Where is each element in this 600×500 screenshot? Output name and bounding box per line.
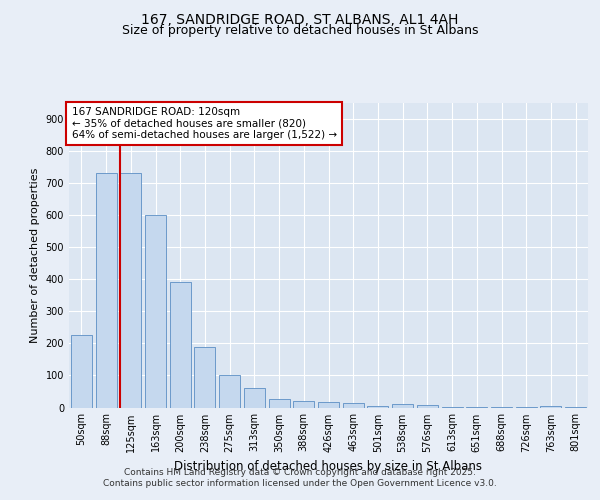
Bar <box>244 388 265 407</box>
Text: Size of property relative to detached houses in St Albans: Size of property relative to detached ho… <box>122 24 478 37</box>
Text: Contains HM Land Registry data © Crown copyright and database right 2025.
Contai: Contains HM Land Registry data © Crown c… <box>103 468 497 487</box>
Bar <box>318 402 339 407</box>
Text: 167 SANDRIDGE ROAD: 120sqm
← 35% of detached houses are smaller (820)
64% of sem: 167 SANDRIDGE ROAD: 120sqm ← 35% of deta… <box>71 107 337 140</box>
Bar <box>95 173 116 408</box>
Bar <box>120 173 141 408</box>
Bar <box>417 405 438 407</box>
X-axis label: Distribution of detached houses by size in St Albans: Distribution of detached houses by size … <box>175 460 482 473</box>
Bar <box>194 346 215 408</box>
Bar <box>541 406 562 407</box>
Text: 167, SANDRIDGE ROAD, ST ALBANS, AL1 4AH: 167, SANDRIDGE ROAD, ST ALBANS, AL1 4AH <box>142 12 458 26</box>
Bar <box>71 336 92 407</box>
Bar <box>392 404 413 407</box>
Bar <box>442 406 463 408</box>
Y-axis label: Number of detached properties: Number of detached properties <box>30 168 40 342</box>
Bar <box>466 407 487 408</box>
Bar <box>343 402 364 407</box>
Bar <box>219 376 240 408</box>
Bar <box>269 400 290 407</box>
Bar <box>145 215 166 408</box>
Bar <box>293 401 314 407</box>
Bar <box>170 282 191 408</box>
Bar <box>367 406 388 407</box>
